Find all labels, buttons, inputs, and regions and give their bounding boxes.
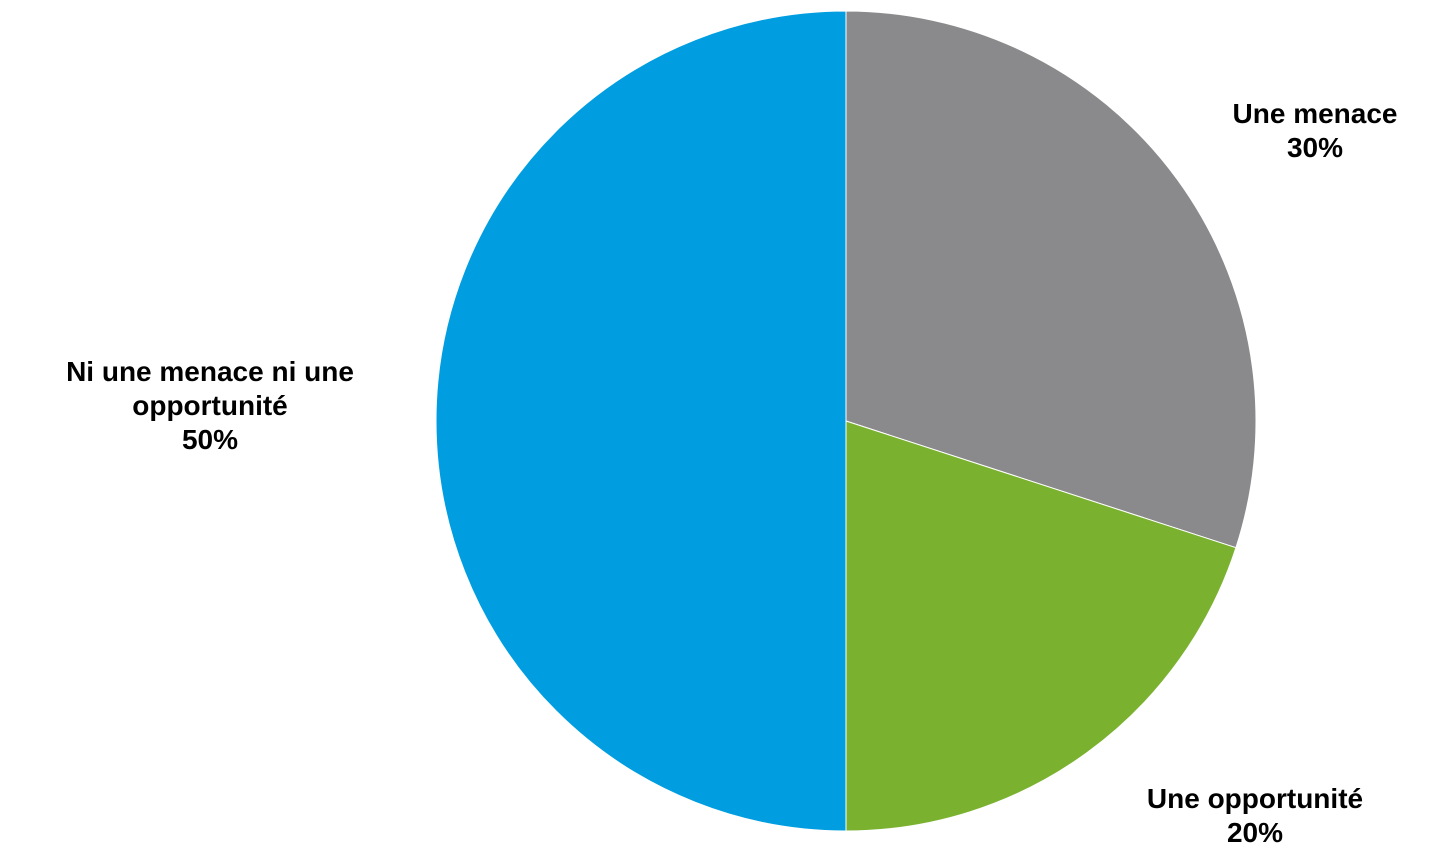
slice-label-threat-value: 30%: [1286, 132, 1344, 163]
pie-slice-2: [845, 420, 1237, 832]
slice-label-neither-name-line2: opportunité: [132, 390, 288, 421]
pie-slice-3: [435, 10, 847, 832]
slice-label-opportunity-value: 20%: [1226, 817, 1284, 848]
slice-label-neither-value: 50%: [181, 424, 239, 455]
slice-label-neither: Ni une menace ni une opportunité 50%: [0, 355, 420, 457]
slice-label-opportunity: Une opportunité 20%: [1095, 782, 1415, 850]
slice-label-threat: Une menace 30%: [1205, 97, 1425, 165]
slice-label-threat-name: Une menace: [1232, 98, 1398, 129]
slice-label-neither-name-line1: Ni une menace ni une: [66, 356, 354, 387]
pie-slices: [435, 10, 1257, 832]
pie-slice-1: [845, 10, 1257, 549]
slice-label-opportunity-name: Une opportunité: [1146, 783, 1364, 814]
